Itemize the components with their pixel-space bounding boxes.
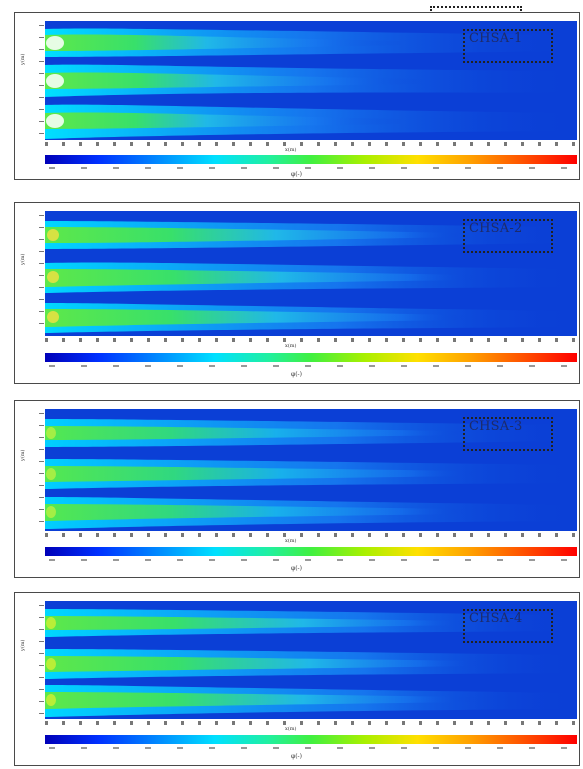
y-axis-label: y(m) xyxy=(20,53,26,65)
jet-1 xyxy=(45,221,577,249)
panel-tag: CHSA-4 xyxy=(469,611,523,626)
colorbar xyxy=(45,353,577,362)
panel-tag-box: CHSA-1 xyxy=(463,29,553,63)
panel-tag: CHSA-1 xyxy=(469,31,523,46)
x-axis-label: x(m) xyxy=(285,726,297,732)
jet-2 xyxy=(45,459,577,489)
x-axis-label: x(m) xyxy=(285,343,297,349)
y-axis-label: y(m) xyxy=(20,253,26,265)
panel-1: y(m) xyxy=(14,12,580,180)
panel-2: y(m) xyxy=(14,202,580,384)
x-ticks xyxy=(45,338,577,343)
colorbar-label: φ(-) xyxy=(291,753,302,760)
jet-2 xyxy=(45,64,577,97)
jet-3 xyxy=(45,303,577,333)
y-ticks xyxy=(36,211,44,336)
colorbar-label: φ(-) xyxy=(291,171,302,178)
panel-tag: CHSA-3 xyxy=(469,419,523,434)
contour-plot xyxy=(45,21,577,140)
panel-tag: CHSA-2 xyxy=(469,221,523,236)
x-ticks xyxy=(45,721,577,726)
jet-1 xyxy=(45,28,577,57)
jet-3 xyxy=(45,497,577,529)
panel-tag-box: CHSA-3 xyxy=(463,417,553,451)
panel-4: y(m) xyxy=(14,592,580,766)
panel-tag-box: CHSA-2 xyxy=(463,219,553,253)
contour-plot xyxy=(45,409,577,531)
jet-3 xyxy=(45,104,577,139)
panel-3: y(m) xyxy=(14,400,580,578)
colorbar-label: φ(-) xyxy=(291,565,302,572)
colorbar xyxy=(45,547,577,556)
panel-tag-box: CHSA-4 xyxy=(463,609,553,643)
x-ticks xyxy=(45,533,577,538)
contour-plot xyxy=(45,211,577,336)
colorbar-label: φ(-) xyxy=(291,371,302,378)
y-ticks xyxy=(36,409,44,531)
colorbar-ticks xyxy=(45,747,577,751)
colorbar-ticks xyxy=(45,559,577,563)
y-axis-label: y(m) xyxy=(20,639,26,651)
colorbar xyxy=(45,155,577,164)
x-axis-label: x(m) xyxy=(285,538,297,544)
jet-1 xyxy=(45,609,577,637)
jet-2 xyxy=(45,262,577,293)
colorbar-ticks xyxy=(45,167,577,171)
colorbar-ticks xyxy=(45,365,577,369)
x-axis-label: x(m) xyxy=(285,147,297,153)
colorbar xyxy=(45,735,577,744)
y-ticks xyxy=(36,601,44,719)
y-ticks xyxy=(36,21,44,140)
contour-plot xyxy=(45,601,577,719)
jet-1 xyxy=(45,419,577,447)
jet-2 xyxy=(45,649,577,679)
jet-3 xyxy=(45,685,577,717)
x-ticks xyxy=(45,142,577,147)
y-axis-label: y(m) xyxy=(20,449,26,461)
